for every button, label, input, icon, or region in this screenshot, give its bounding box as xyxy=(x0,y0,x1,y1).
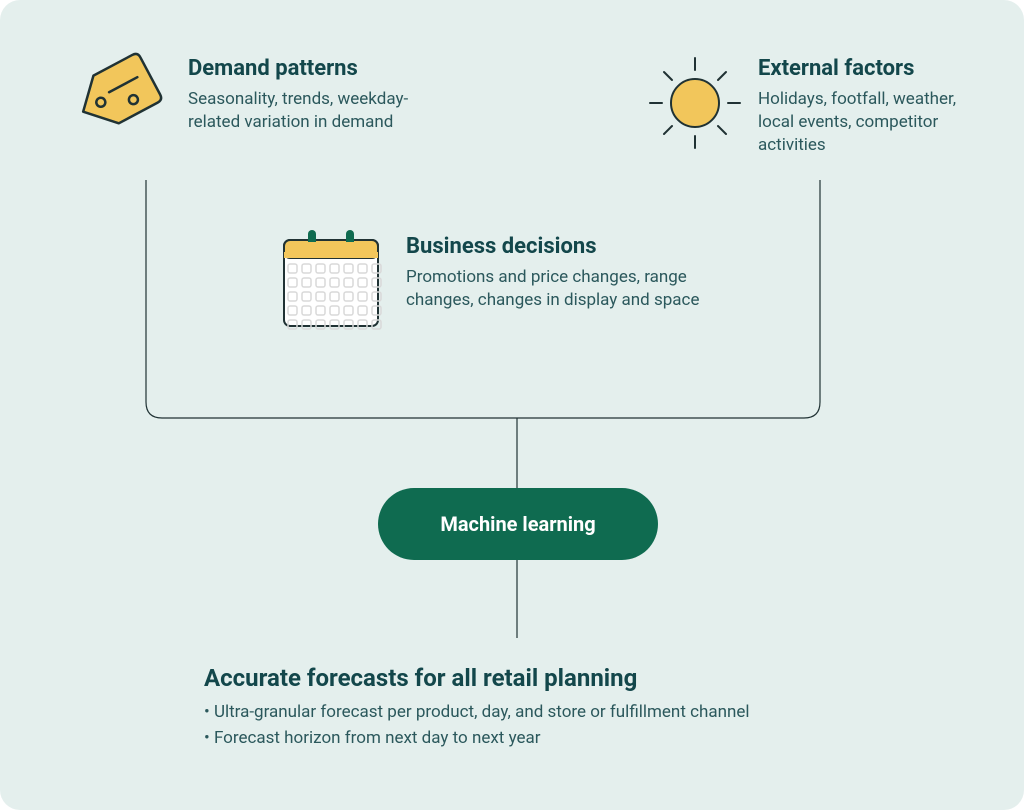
pill-label: Machine learning xyxy=(440,512,595,536)
diagram-canvas: Demand patterns Seasonality, trends, wee… xyxy=(0,0,1024,810)
output-bullet: Forecast horizon from next day to next y… xyxy=(204,726,904,752)
business-desc: Promotions and price changes, range chan… xyxy=(406,266,716,312)
business-title: Business decisions xyxy=(406,234,716,260)
business-decisions-block: Business decisions Promotions and price … xyxy=(406,234,716,312)
external-desc: Holidays, footfall, weather, local event… xyxy=(758,88,978,157)
demand-desc: Seasonality, trends, weekday-related var… xyxy=(188,88,418,134)
output-bullets: Ultra-granular forecast per product, day… xyxy=(204,700,904,751)
external-factors-block: External factors Holidays, footfall, wea… xyxy=(758,56,978,157)
output-title: Accurate forecasts for all retail planni… xyxy=(204,664,904,692)
demand-title: Demand patterns xyxy=(188,56,418,82)
external-title: External factors xyxy=(758,56,978,82)
output-block: Accurate forecasts for all retail planni… xyxy=(204,664,904,751)
sun-icon xyxy=(640,48,750,162)
machine-learning-pill: Machine learning xyxy=(378,488,658,560)
calendar-icon xyxy=(274,222,388,340)
price-tag-icon xyxy=(72,52,168,152)
demand-patterns-block: Demand patterns Seasonality, trends, wee… xyxy=(188,56,418,134)
output-bullet: Ultra-granular forecast per product, day… xyxy=(204,700,904,726)
